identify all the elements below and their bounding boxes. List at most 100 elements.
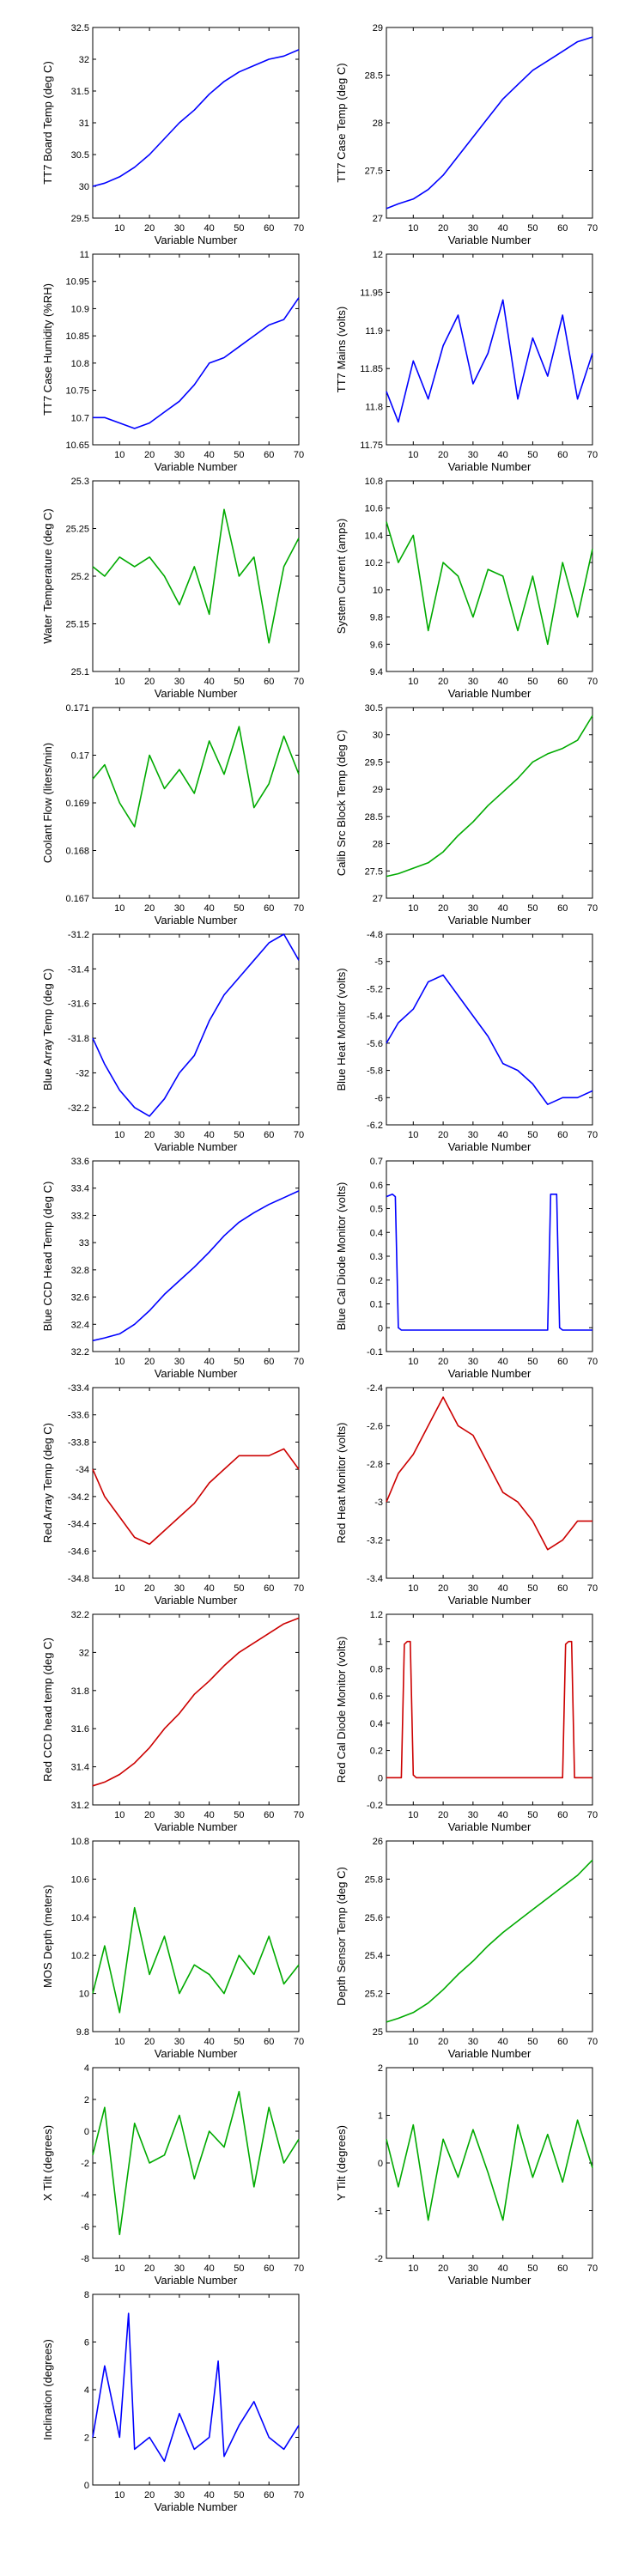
chart-16: -0.2 0 0.2 0.4 0.6 0.8 1 1.2 10 20 30 40 50 60 70 Varia… [335,1610,598,1833]
y-tick-label: 4 [84,2063,89,2074]
y-tick-label: 10.7 [71,413,89,423]
y-tick-label: -5.8 [367,1066,383,1077]
y-axis-label: Inclination (degrees) [41,2339,54,2440]
chart-8: 27 27.5 28 28.5 29 29.5 30 30.5 10 20 30 40 50 60 70 Va… [335,703,598,927]
y-axis-label: TT7 Mains (volts) [335,307,348,392]
plot-area [92,707,300,899]
y-tick-label: -32.2 [68,1103,89,1114]
x-axis-label: Variable Number [448,1820,532,1833]
x-tick-label: 60 [264,2490,274,2500]
x-tick-label: 20 [438,1130,448,1140]
x-tick-label: 10 [114,1130,125,1140]
x-tick-label: 70 [587,1583,598,1594]
x-tick-label: 10 [114,677,125,687]
y-tick-label: 10.2 [71,1951,89,1961]
x-tick-label: 20 [438,1810,448,1820]
y-tick-label: 0 [378,2159,383,2169]
x-axis-label: Variable Number [155,2047,238,2060]
y-tick-label: 29.5 [365,757,383,768]
y-tick-label: -31.4 [68,964,89,975]
x-tick-label: 60 [264,2037,274,2047]
y-tick-label: -33.4 [68,1383,89,1394]
x-tick-label: 30 [174,1130,185,1140]
y-tick-label: -8 [81,2254,89,2264]
x-tick-label: 50 [527,1130,538,1140]
y-tick-label: 29 [373,785,383,795]
chart-1: 29.5 30 30.5 31 31.5 32 32.5 10 20 30 40 50 60 70 Vari… [41,23,304,246]
x-tick-label: 10 [408,2263,418,2274]
x-tick-label: 10 [408,450,418,460]
y-tick-label: 0.2 [370,1276,383,1286]
x-tick-label: 10 [408,223,418,234]
y-tick-label: 11.8 [365,403,383,413]
x-axis-label: Variable Number [155,460,238,473]
x-tick-label: 30 [174,450,185,460]
x-tick-label: 40 [204,1357,215,1367]
y-tick-label: -0.2 [367,1801,383,1811]
y-axis-label: Red Heat Monitor (volts) [335,1423,348,1544]
y-tick-label: 10.65 [65,440,89,451]
x-tick-label: 70 [587,1810,598,1820]
x-tick-label: 50 [234,677,244,687]
series-line [92,508,300,644]
chart-12: -0.1 0 0.1 0.2 0.3 0.4 0.5 0.6 0.7 10 20 30 40 50 60 70… [335,1157,598,1380]
x-tick-label: 60 [557,1810,568,1820]
x-tick-label: 70 [587,677,598,687]
plot-area [92,1387,300,1579]
y-axis-label: TT7 Case Temp (deg C) [335,63,348,182]
x-tick-label: 30 [468,903,478,914]
plot-area [92,27,300,219]
series-line [386,521,593,646]
x-tick-label: 60 [557,1583,568,1594]
y-tick-label: -3 [374,1498,383,1508]
y-tick-label: -3.4 [367,1574,383,1584]
y-tick-label: 0.3 [370,1252,383,1262]
y-tick-label: 1.2 [370,1610,383,1620]
y-tick-label: 0.1 [370,1300,383,1310]
y-tick-label: 10.2 [365,558,383,568]
y-tick-label: -4 [81,2190,89,2201]
plot-area [92,253,300,446]
x-tick-label: 30 [468,677,478,687]
y-tick-label: 33 [79,1238,89,1249]
y-axis-label: Red Cal Diode Monitor (volts) [335,1637,348,1783]
x-tick-label: 70 [294,223,304,234]
x-tick-label: 20 [438,903,448,914]
y-tick-label: 32 [79,55,89,65]
x-tick-label: 20 [438,2037,448,2047]
plot-area [386,1160,593,1352]
x-tick-label: 60 [264,1130,274,1140]
y-tick-label: 32 [79,1648,89,1658]
series-line [386,974,593,1105]
x-axis-label: Variable Number [155,234,238,246]
x-tick-label: 70 [587,1130,598,1140]
x-axis-label: Variable Number [155,1820,238,1833]
x-tick-label: 20 [144,2037,155,2047]
y-tick-label: 0.4 [370,1719,383,1729]
x-tick-label: 70 [587,903,598,914]
x-tick-label: 50 [527,1357,538,1367]
series-line [386,1859,593,2023]
x-tick-label: 50 [234,1810,244,1820]
y-tick-label: 25.15 [65,620,89,630]
chart-14: -3.4 -3.2 -3 -2.8 -2.6 -2.4 10 20 30 40 50 60 70 Vari… [335,1383,598,1607]
x-tick-label: 10 [114,903,125,914]
x-tick-label: 40 [498,2263,508,2274]
y-tick-label: -2.4 [367,1383,383,1394]
y-tick-label: 11.95 [360,288,383,298]
y-tick-label: 32.4 [71,1320,89,1330]
x-tick-label: 30 [468,450,478,460]
y-tick-label: 11 [80,250,89,260]
y-tick-label: 0.7 [370,1157,383,1167]
x-tick-label: 70 [294,903,304,914]
series-line [92,2312,300,2463]
y-tick-label: 25.2 [365,1990,383,2000]
y-tick-label: -31.8 [68,1034,89,1044]
x-tick-label: 30 [468,1130,478,1140]
y-axis-label: Y Tilt (degrees) [335,2125,348,2201]
x-tick-label: 20 [438,450,448,460]
chart-6: 9.4 9.6 9.8 10 10.2 10.4 10.6 10.8 10 20 30 40 50 60 7… [335,477,598,700]
y-tick-label: -0.1 [367,1347,383,1358]
x-tick-label: 60 [264,1357,274,1367]
x-tick-label: 70 [294,2490,304,2500]
